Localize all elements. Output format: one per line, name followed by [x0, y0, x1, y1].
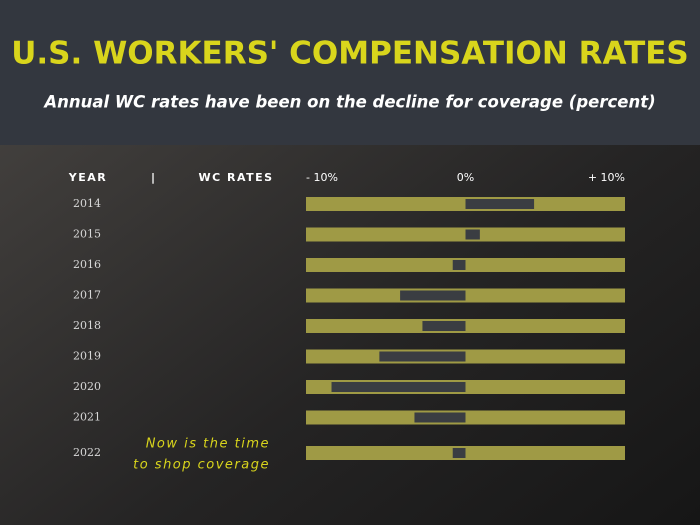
column-header: WC RATES — [198, 171, 273, 184]
y-tick-label: 2015 — [73, 228, 101, 241]
x-tick-label: + 10% — [588, 171, 625, 184]
column-header: | — [151, 171, 155, 184]
y-tick-label: 2018 — [73, 319, 101, 332]
chart-subtitle: Annual WC rates have been on the decline… — [42, 93, 655, 112]
bar — [465, 229, 480, 240]
bar — [465, 199, 535, 209]
x-tick-label: 0% — [457, 171, 474, 184]
bar — [452, 448, 466, 458]
y-tick-label: 2016 — [73, 258, 101, 271]
y-tick-label: 2022 — [73, 446, 101, 459]
y-tick-label: 2020 — [73, 380, 101, 393]
annotation: Now is the time — [146, 437, 270, 452]
x-tick-label: - 10% — [306, 171, 338, 184]
y-tick-label: 2014 — [73, 197, 101, 210]
bar — [452, 260, 466, 270]
header-band — [0, 0, 700, 145]
y-tick-label: 2019 — [73, 350, 101, 363]
y-tick-label: 2021 — [73, 411, 101, 424]
bar — [422, 321, 466, 331]
chart-title: U.S. WORKERS' COMPENSATION RATES — [11, 36, 689, 72]
y-tick-label: 2017 — [73, 289, 101, 302]
column-header: YEAR — [68, 171, 107, 184]
annotation: to shop coverage — [133, 458, 270, 473]
bar — [414, 412, 466, 423]
bar — [331, 382, 466, 392]
bar — [400, 290, 466, 301]
bar — [379, 351, 466, 362]
